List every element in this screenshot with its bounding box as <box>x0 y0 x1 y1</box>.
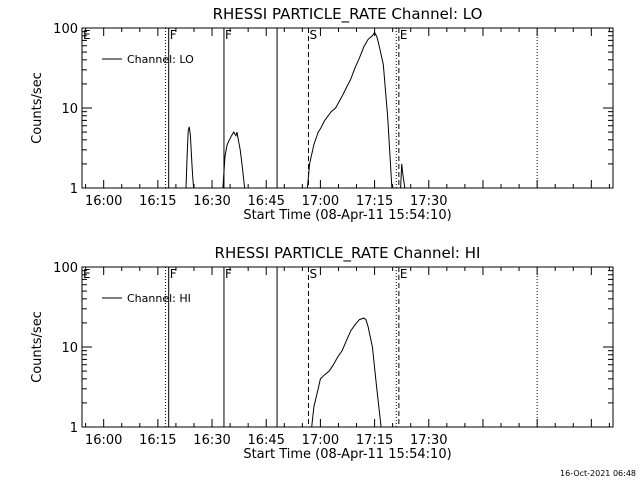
marker-label: E <box>83 28 91 42</box>
plot-frame <box>81 27 614 189</box>
x-axis-label: Start Time (08-Apr-11 15:54:10) <box>243 447 451 462</box>
chart-title: RHESSI PARTICLE_RATE Channel: HI <box>215 244 481 263</box>
series-line <box>306 31 393 189</box>
x-tick-label: 17:30 <box>410 433 447 448</box>
marker-label: E <box>83 267 91 281</box>
y-axis-label: Counts/sec <box>30 72 45 144</box>
panel-hi: RHESSI PARTICLE_RATE Channel: HI 16:00 16:… <box>30 244 614 462</box>
x-tick-label: 17:00 <box>302 194 339 209</box>
legend-label: Channel: HI <box>127 292 191 305</box>
y-tick-label: 10 <box>61 341 78 356</box>
x-tick-label: 16:45 <box>247 194 284 209</box>
x-tick-label: 17:15 <box>356 194 393 209</box>
y-axis-label: Counts/sec <box>30 311 45 383</box>
series-line <box>311 317 382 428</box>
x-tick-label: 16:00 <box>85 433 122 448</box>
x-tick-label: 16:45 <box>247 433 284 448</box>
y-tick-label: 100 <box>53 22 78 37</box>
series-line <box>222 131 246 189</box>
chart-title: RHESSI PARTICLE_RATE Channel: LO <box>213 5 483 24</box>
marker-label: E <box>400 267 408 281</box>
x-tick-label: 16:30 <box>193 194 230 209</box>
marker-label: E <box>400 28 408 42</box>
y-tick-label: 100 <box>53 261 78 276</box>
y-tick-label: 1 <box>70 182 78 197</box>
x-tick-label: 16:30 <box>193 433 230 448</box>
timestamp: 16-Oct-2021 06:48 <box>560 469 636 478</box>
marker-label: S <box>309 267 317 281</box>
marker-label: S <box>309 28 317 42</box>
marker-label: F <box>170 267 177 281</box>
panel-lo: RHESSI PARTICLE_RATE Channel: LO 16:00 16:… <box>30 5 614 223</box>
x-tick-label: 17:15 <box>356 433 393 448</box>
x-axis-label: Start Time (08-Apr-11 15:54:10) <box>243 208 451 223</box>
y-tick-label: 1 <box>70 421 78 436</box>
x-tick-label: 16:00 <box>85 194 122 209</box>
x-tick-label: 17:00 <box>302 433 339 448</box>
x-tick-label: 16:15 <box>139 194 176 209</box>
marker-label: F <box>170 28 177 42</box>
plot-frame <box>81 266 614 428</box>
series-line <box>400 163 406 189</box>
series-line <box>185 126 195 189</box>
y-tick-label: 10 <box>61 102 78 117</box>
legend-label: Channel: LO <box>127 53 194 66</box>
x-tick-label: 17:30 <box>410 194 447 209</box>
x-tick-label: 16:15 <box>139 433 176 448</box>
marker-label: F <box>225 267 232 281</box>
marker-label: F <box>225 28 232 42</box>
